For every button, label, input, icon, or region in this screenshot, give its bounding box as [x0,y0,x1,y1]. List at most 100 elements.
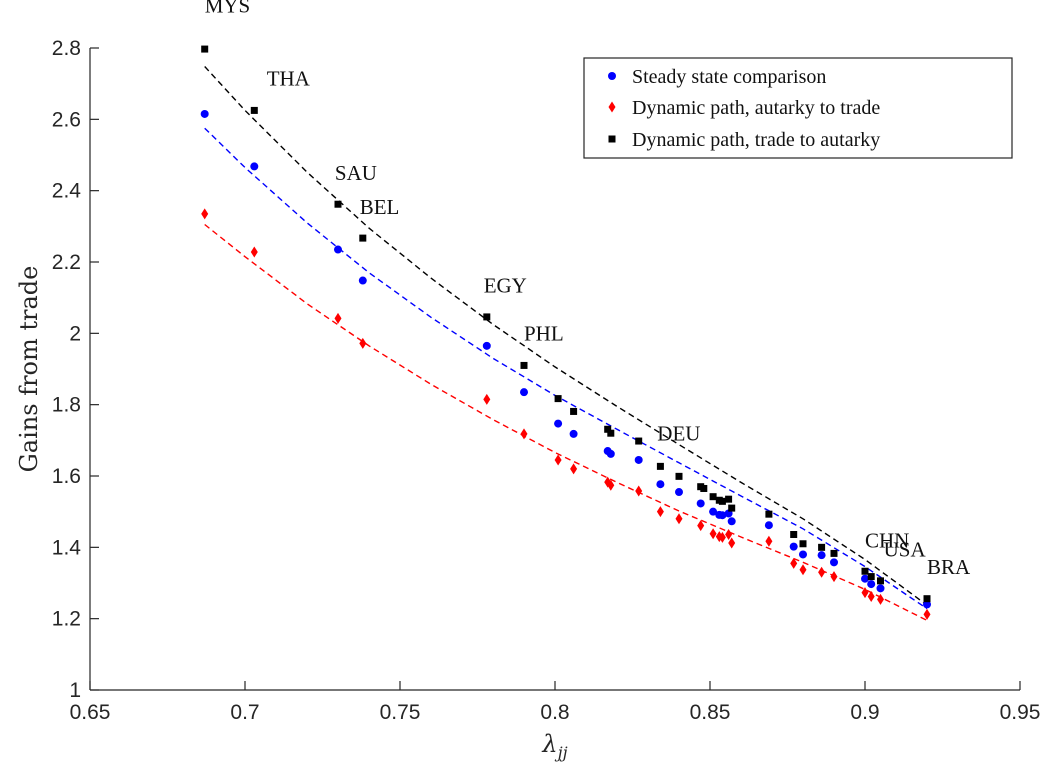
series-2-point [675,472,683,480]
annotation-bel: BEL [360,195,400,219]
x-axis-title-main: λ [541,730,557,758]
series-0-point [861,574,869,583]
y-ticks: 1 1.2 1.4 1.6 1.8 2 2.2 2.4 2.6 2.8 [52,37,99,702]
series-2-point [604,425,612,433]
series-0-point [569,429,578,438]
series-2-point [656,462,664,470]
series-1-point [697,520,705,532]
y-tick-label: 2.8 [52,37,81,60]
series-2-point [728,504,736,512]
series-0-point [358,276,367,285]
series-0-point [830,558,838,567]
x-tick-label: 0.7 [230,701,259,724]
series-2-point [818,543,826,551]
series-1-point [709,528,717,540]
series-1-point [799,564,807,576]
series-2-point [725,495,733,503]
y-tick-label: 1.6 [52,465,81,488]
series-2-point [520,361,528,369]
series-2-point [877,577,884,585]
series-1-point [483,393,491,405]
series-1-point [201,208,209,220]
series-2-point [765,510,773,518]
annotation-bra: BRA [927,555,971,579]
series-2-point [607,429,615,437]
legend-marker-autarky-to-trade [608,101,616,113]
series-1-point [359,337,367,349]
y-tick-label: 2.6 [52,108,81,131]
series-1-point [867,591,875,603]
series-0-point [709,507,718,516]
series-0-point [817,551,826,560]
legend-box [583,57,1013,159]
series-1-point [718,531,726,543]
series-2-point [709,493,717,501]
series-0-point [876,584,885,593]
series-1-point [250,246,258,258]
y-tick-label: 1 [69,679,81,702]
series-1-point [607,479,615,491]
y-tick-label: 2 [69,322,81,345]
series-1-point [725,528,733,540]
series-1-point [818,566,826,578]
series-0-point [200,109,209,118]
series-1-point [728,537,736,549]
x-tick-label: 0.85 [690,701,731,724]
series-0-point [250,162,259,171]
series-0-point [789,542,798,551]
series-2-point [923,595,931,603]
series-2-point [861,567,869,575]
series-1-point [765,535,773,547]
annotation-chn: CHN [865,528,909,552]
series-1-point [675,513,683,525]
series-0-point [675,488,683,497]
series-2-point [201,45,209,53]
series-1-point [635,485,643,497]
series-1-point [830,571,838,583]
series-1-point [790,557,798,569]
series-0-point [482,341,491,350]
series-0-point [799,550,807,559]
series-1-point [570,463,578,475]
annotation-phl: PHL [524,321,564,345]
y-tick-label: 2.4 [52,180,82,203]
x-axis-title: λjj [541,730,567,762]
series-1-point [656,506,664,518]
series-2-point [790,530,798,538]
series-1-point [520,428,528,440]
x-axis-title-subscript: jj [555,743,568,762]
series-1-point [334,312,342,324]
fit-line-2 [204,66,928,606]
legend-marker-trade-to-autarky [608,135,616,143]
y-axis-title: Gains from trade [15,266,43,473]
x-ticks: 0.65 0.7 0.75 0.8 0.85 0.9 0.95 [70,681,1041,724]
series-2-point [483,313,491,321]
series-2-point [830,549,838,557]
legend-marker-steady-state [608,72,616,80]
annotation-tha: THA [267,66,311,90]
series-2-point [570,407,578,415]
series-2-point [359,234,367,242]
legend-label-trade-to-autarky: Dynamic path, trade to autarky [632,129,880,151]
series-2-point [334,200,342,208]
series-0-point [334,245,342,254]
fit-line-1 [204,223,928,622]
x-tick-label: 0.95 [1000,701,1041,724]
series-2-point [867,573,875,581]
y-tick-label: 2.2 [52,251,81,274]
series-2-point [700,484,708,492]
y-tick-label: 1.2 [52,608,81,631]
series-2-point [554,395,562,403]
legend: Steady state comparison Dynamic path, au… [583,57,1013,159]
annotation-mys: MYS [205,0,251,17]
annotation-deu: DEU [657,421,700,445]
series-0-point [606,449,615,458]
series-1-point [554,454,562,466]
series-0-point [764,521,773,530]
series-2-point [250,106,258,114]
series-0-point [727,517,736,526]
series-2-point [718,497,726,505]
series-1-point [923,608,931,620]
